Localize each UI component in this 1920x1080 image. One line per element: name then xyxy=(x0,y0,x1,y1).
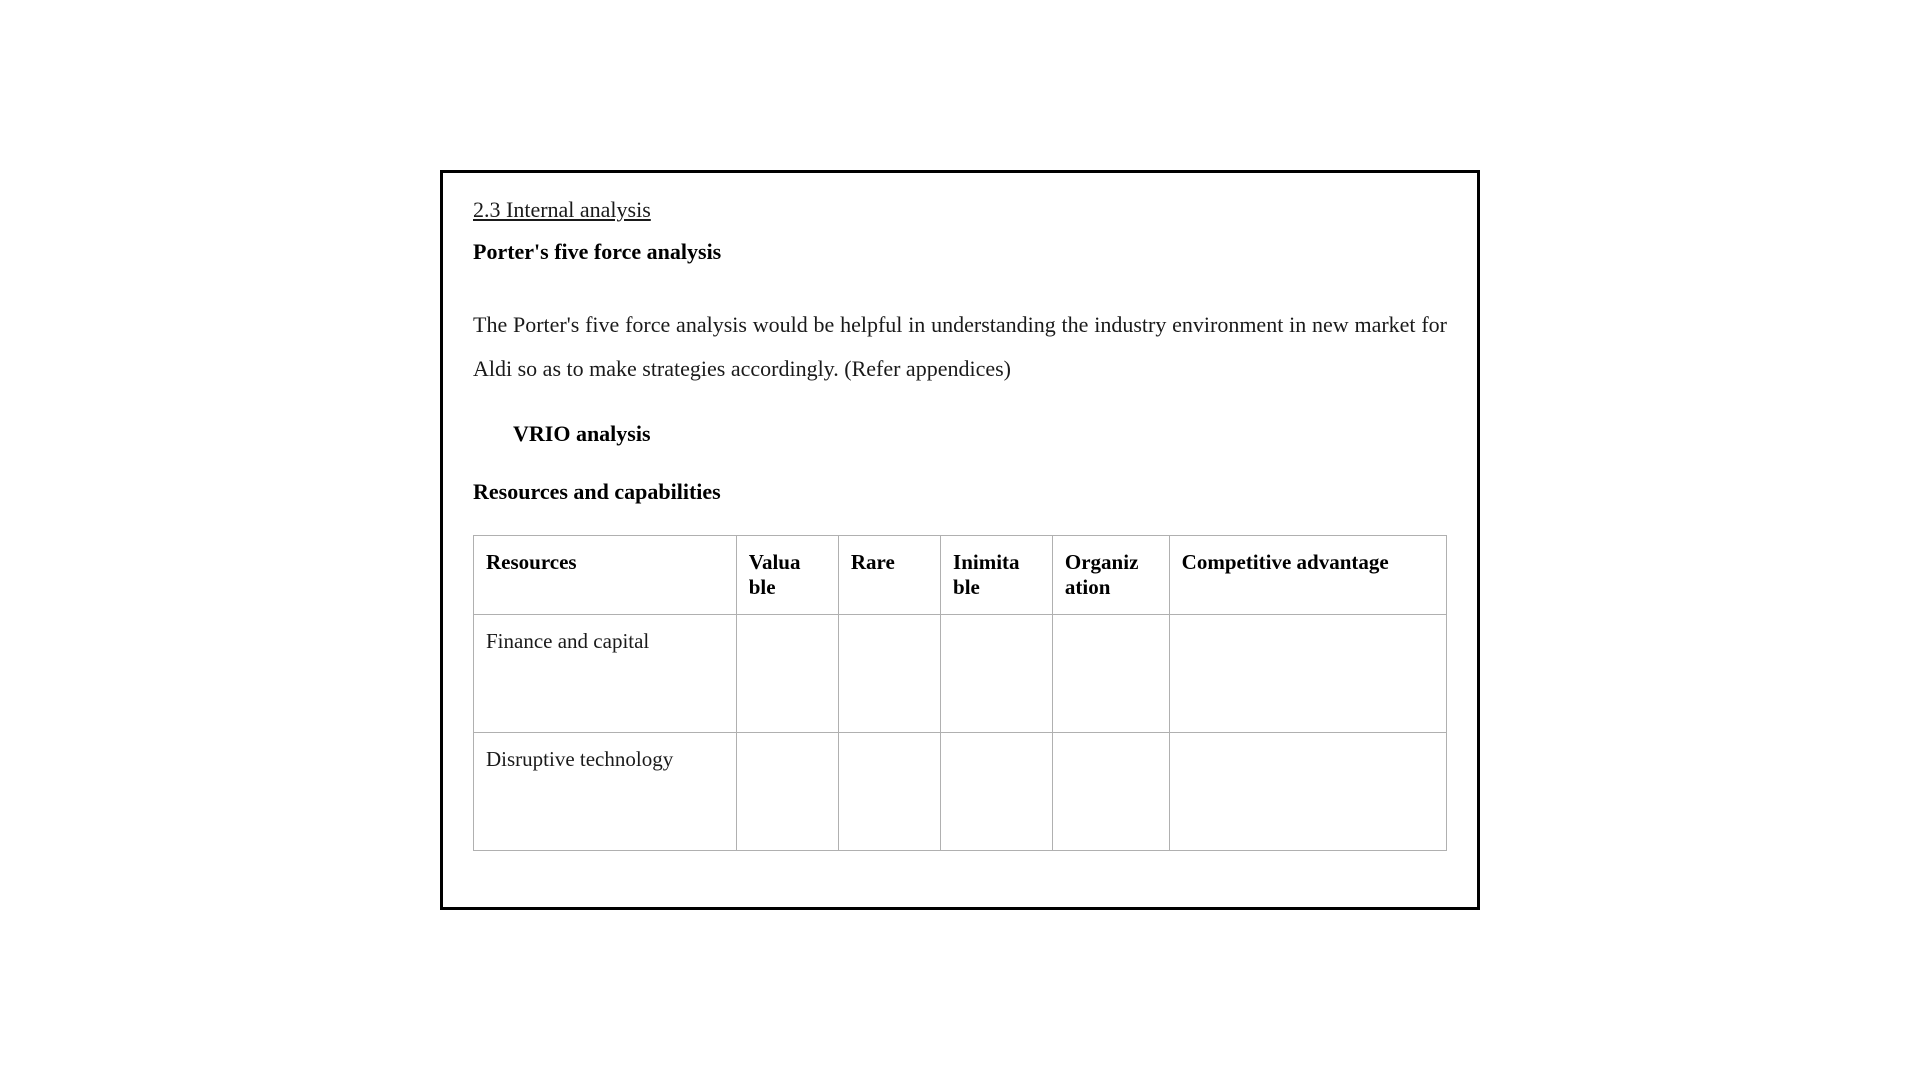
cell xyxy=(736,615,838,733)
col-rare: Rare xyxy=(838,536,940,615)
cell xyxy=(941,615,1053,733)
col-competitive: Competitive advantage xyxy=(1169,536,1446,615)
cell xyxy=(1052,733,1169,851)
table-row: Disruptive technology xyxy=(474,733,1447,851)
col-inimitable: Inimita ble xyxy=(941,536,1053,615)
col-valuable: Valua ble xyxy=(736,536,838,615)
section-heading: 2.3 Internal analysis xyxy=(473,197,1447,223)
cell xyxy=(838,615,940,733)
table-row: Finance and capital xyxy=(474,615,1447,733)
cell xyxy=(1052,615,1169,733)
col-resources: Resources xyxy=(474,536,737,615)
vrio-table: Resources Valua ble Rare Inimita ble Org… xyxy=(473,535,1447,851)
cell xyxy=(1169,615,1446,733)
porter-heading: Porter's five force analysis xyxy=(473,239,1447,265)
porter-paragraph: The Porter's five force analysis would b… xyxy=(473,303,1447,391)
cell-resource-name: Disruptive technology xyxy=(474,733,737,851)
document-frame: 2.3 Internal analysis Porter's five forc… xyxy=(440,170,1480,910)
resources-heading: Resources and capabilities xyxy=(473,479,1447,505)
cell-resource-name: Finance and capital xyxy=(474,615,737,733)
cell xyxy=(736,733,838,851)
cell xyxy=(941,733,1053,851)
table-header-row: Resources Valua ble Rare Inimita ble Org… xyxy=(474,536,1447,615)
vrio-heading: VRIO analysis xyxy=(513,421,1447,447)
col-organization: Organiz ation xyxy=(1052,536,1169,615)
cell xyxy=(1169,733,1446,851)
cell xyxy=(838,733,940,851)
